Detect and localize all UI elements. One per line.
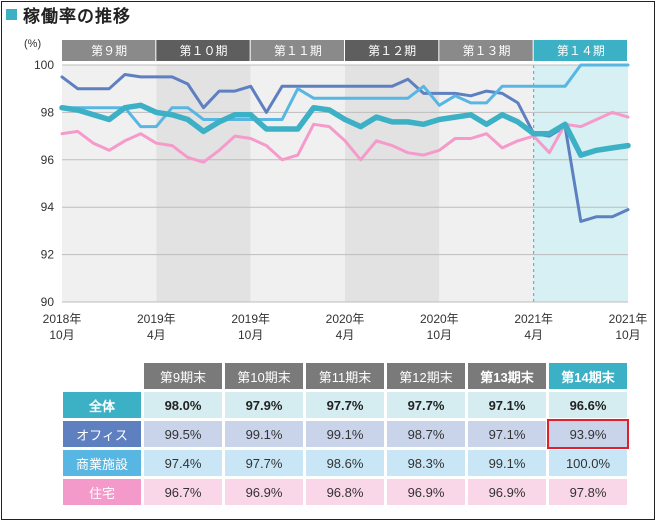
x-tick-label-year: 2021年 [514,312,553,326]
x-tick-label-month: 4月 [336,328,355,342]
row-label-commercial: 商業施設 [63,450,141,476]
header-period-12: 第12期末 [387,363,465,389]
row-label-residential: 住宅 [63,479,141,505]
table-cell: 97.1% [468,392,546,418]
series-line-total [59,102,631,158]
occupancy-line-chart: 第９期 第１０期 第１１期 第１２期 第１３期 第１４期 90 92 94 96 98 100 (%) 2… [24,38,648,342]
x-tick-label-year: 2020年 [326,312,365,326]
period-band [533,65,628,302]
table-cell: 99.5% [144,421,222,447]
x-tick-label-month: 10月 [427,328,452,342]
y-tick-label: 98 [41,105,55,119]
period-header [250,40,344,61]
table-cell: 98.6% [306,450,384,476]
x-tick-label-year: 2019年 [231,312,270,326]
x-tick-label-year: 2019年 [137,312,176,326]
highlighted-table-cell: 93.9% [547,419,629,449]
table-row-office: オフィス 99.5% 99.1% 99.1% 98.7% 97.1% 93.9% [63,419,629,449]
table-cell: 98.0% [144,392,222,418]
header-period-14: 第14期末 [549,363,627,389]
row-label-total: 全体 [63,392,141,418]
y-axis-label: (%) [24,38,41,50]
y-tick-label: 96 [41,153,55,167]
x-tick-label-month: 4月 [147,328,166,342]
page-header: 稼働率の推移 [6,4,131,26]
period-label: 第９期 [91,44,127,58]
period-band [250,65,345,302]
period-header [156,40,250,61]
y-tick-label: 100 [34,58,54,72]
table-row-total: 全体 98.0% 97.9% 97.7% 97.7% 97.1% 96.6% [63,392,627,418]
x-tick-label-month: 4月 [524,328,543,342]
y-tick-label: 94 [41,200,55,214]
period-label: 第１４期 [557,44,605,58]
page-title: 稼働率の推移 [23,6,131,26]
series-line-commercial [60,63,630,129]
period-band [439,65,534,302]
table-cell: 99.1% [468,450,546,476]
header-period-11: 第11期末 [306,363,384,389]
title-marker-icon [6,8,17,20]
x-tick-label-month: 10月 [49,328,74,342]
table-cell: 97.9% [225,392,303,418]
table-cell: 96.8% [306,479,384,505]
table-cell: 96.6% [549,392,627,418]
x-tick-label-year: 2020年 [420,312,459,326]
x-tick-label-month: 10月 [615,328,640,342]
table-cell: 96.9% [468,479,546,505]
table-cell: 97.7% [225,450,303,476]
table-cell: 98.3% [387,450,465,476]
table-cell: 97.7% [387,392,465,418]
table-cell: 97.4% [144,450,222,476]
period-band [62,65,157,302]
x-tick-label-year: 2018年 [43,312,82,326]
table-cell: 99.1% [306,421,384,447]
period-band [156,65,251,302]
period-header [533,40,627,61]
period-header [439,40,533,61]
table-cell: 96.9% [225,479,303,505]
x-tick-label-year: 2021年 [609,312,648,326]
x-tick-label-month: 10月 [238,328,263,342]
header-period-10: 第10期末 [225,363,303,389]
period-label: 第１２期 [368,44,416,58]
period-header [345,40,439,61]
table-cell: 97.8% [549,479,627,505]
y-tick-label: 92 [41,248,55,262]
table-cell: 99.1% [225,421,303,447]
period-header [62,40,156,61]
table-row-residential: 住宅 96.7% 96.9% 96.8% 96.9% 96.9% 97.8% [63,479,627,505]
period-label: 第１３期 [462,44,510,58]
table-cell: 97.7% [306,392,384,418]
occupancy-summary-table: 第9期末 第10期末 第11期末 第12期末 第13期末 第14期末 全体 98… [60,360,630,508]
header-period-13: 第13期末 [468,363,546,389]
table-cell: 100.0% [549,450,627,476]
table-cell: 96.9% [387,479,465,505]
table-corner [63,363,141,389]
table-cell: 98.7% [387,421,465,447]
table-row-commercial: 商業施設 97.4% 97.7% 98.6% 98.3% 99.1% 100.0… [63,450,627,476]
period-band [345,65,440,302]
table-header-row: 第9期末 第10期末 第11期末 第12期末 第13期末 第14期末 [63,363,627,389]
table-cell: 96.7% [144,479,222,505]
header-period-9: 第9期末 [144,363,222,389]
period-label: 第１０期 [179,44,227,58]
row-label-office: オフィス [63,421,141,447]
period-label: 第１１期 [274,44,322,58]
y-tick-label: 90 [41,295,55,309]
table-cell: 97.1% [468,421,546,447]
